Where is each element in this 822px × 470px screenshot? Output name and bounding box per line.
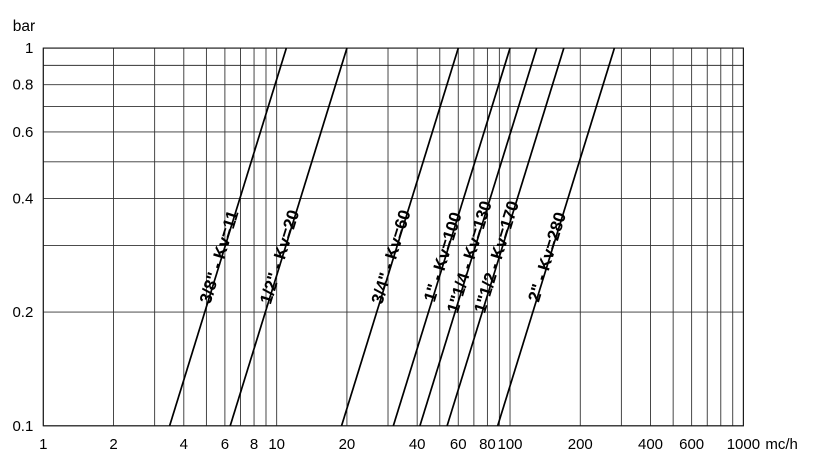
svg-text:8: 8 [250,436,258,453]
svg-text:mc/h: mc/h [765,436,798,453]
svg-text:1: 1 [25,40,33,57]
svg-text:2: 2 [109,436,117,453]
svg-text:80: 80 [479,436,496,453]
svg-text:0.4: 0.4 [12,190,33,207]
svg-text:100: 100 [498,436,523,453]
svg-text:0.1: 0.1 [12,418,33,435]
svg-text:600: 600 [679,436,704,453]
svg-text:1: 1 [39,436,47,453]
svg-text:60: 60 [450,436,467,453]
svg-text:0.6: 0.6 [12,124,33,141]
svg-text:400: 400 [638,436,663,453]
svg-text:0.2: 0.2 [12,304,33,321]
svg-text:4: 4 [180,436,188,453]
svg-text:0.8: 0.8 [12,77,33,94]
svg-text:20: 20 [339,436,356,453]
svg-text:6: 6 [221,436,229,453]
svg-text:200: 200 [568,436,593,453]
svg-text:1000: 1000 [727,436,760,453]
svg-text:10: 10 [268,436,285,453]
svg-text:40: 40 [409,436,426,453]
svg-text:bar: bar [13,18,35,35]
